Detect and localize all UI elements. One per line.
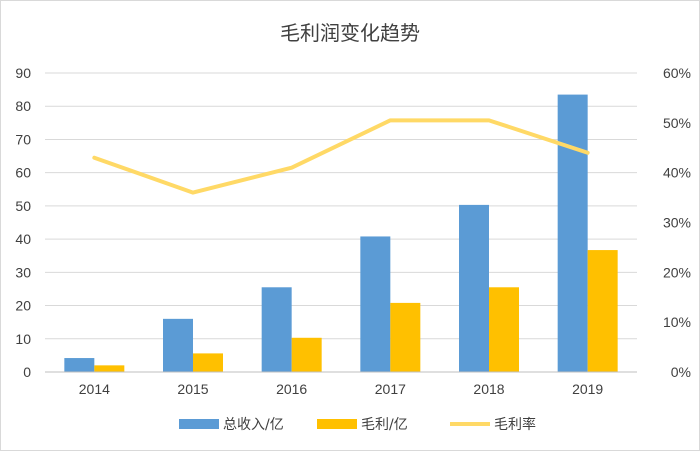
y-right-tick-label: 40% [663, 165, 691, 181]
y-left-tick-label: 30 [15, 264, 31, 280]
legend-swatch [317, 419, 357, 429]
y-right-tick-label: 60% [663, 65, 691, 81]
legend-label: 毛利率 [494, 416, 536, 433]
y-left-tick-label: 50 [15, 198, 31, 214]
gridlines [45, 72, 637, 340]
legend: 总收入/亿 毛利/亿 毛利率 [179, 416, 536, 433]
bar-revenue [360, 236, 391, 372]
y-left-tick-label: 80 [15, 98, 31, 114]
y-axis-right-ticks: 0% 10% 20% 30% 40% 50% 60% [663, 65, 691, 380]
y-left-tick-label: 60 [15, 165, 31, 181]
y-left-tick-label: 0 [23, 364, 31, 380]
x-tick-label: 2015 [177, 381, 208, 397]
x-tick-label: 2017 [375, 381, 406, 397]
x-tick-label: 2018 [473, 381, 504, 397]
y-right-tick-label: 50% [663, 115, 691, 131]
bar-revenue [459, 204, 489, 372]
bar-gross-profit [489, 287, 519, 372]
bar-revenue [64, 358, 95, 372]
bar-marks [64, 94, 618, 372]
x-tick-label: 2014 [79, 381, 110, 397]
bar-revenue [163, 318, 193, 372]
y-left-tick-label: 20 [15, 298, 31, 314]
bar-gross-profit [390, 302, 421, 372]
margin-rate-line [92, 118, 590, 195]
y-right-tick-label: 0% [671, 364, 691, 380]
legend-swatch [179, 419, 219, 429]
bar-revenue [557, 94, 588, 372]
bar-gross-profit [94, 365, 125, 372]
legend-label: 总收入/亿 [223, 417, 284, 433]
line-marks [92, 118, 590, 195]
chart-title: 毛利润变化趋势 [280, 21, 420, 45]
y-axis-left-ticks: 0 10 20 30 40 50 60 70 80 90 [15, 65, 31, 380]
y-left-tick-label: 40 [15, 231, 31, 247]
legend-label: 毛利/亿 [361, 417, 408, 433]
y-right-tick-label: 20% [663, 264, 691, 280]
bar-gross-profit [291, 337, 322, 372]
y-right-tick-label: 10% [663, 314, 691, 330]
bar-revenue [261, 287, 292, 372]
bar-gross-profit [587, 250, 618, 372]
x-tick-label: 2016 [276, 381, 307, 397]
y-left-tick-label: 90 [15, 65, 31, 81]
y-left-tick-label: 70 [15, 131, 31, 147]
y-right-tick-label: 30% [663, 215, 691, 231]
x-axis-ticks: 2014 2015 2016 2017 2018 2019 [79, 381, 604, 397]
bar-gross-profit [193, 353, 223, 372]
y-left-tick-label: 10 [15, 331, 31, 347]
x-tick-label: 2019 [572, 381, 603, 397]
